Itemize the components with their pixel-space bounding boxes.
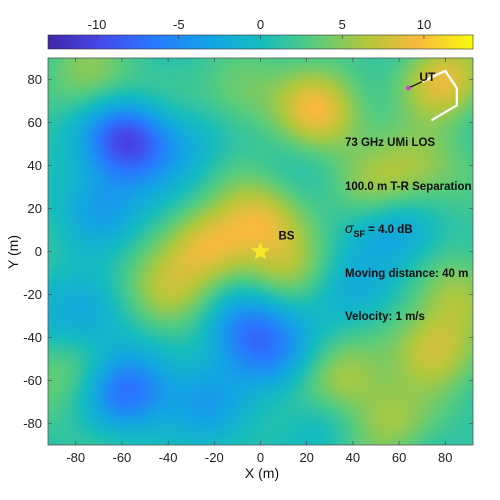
x-tick-label: -20 [205,450,224,465]
y-tick-label: 0 [35,244,42,259]
annotation-velocity: Velocity: 1 m/s [345,311,425,323]
ut-direction-arrow [408,81,423,89]
x-tick-label: 40 [346,450,360,465]
y-tick-label: -80 [23,416,42,431]
ut-marker [406,85,411,91]
colorbar-tick-label: 10 [417,17,431,32]
x-tick-label: 20 [299,450,313,465]
x-axis-label: X (m) [245,465,279,481]
sigma-subscript: SF [353,229,365,239]
colorbar-ticks: -10 -5 0 5 10 [88,17,431,39]
x-tick-label: 60 [392,450,406,465]
ut-trajectory [421,69,458,122]
y-tick-label: 80 [28,72,42,87]
x-tick-label: 80 [438,450,452,465]
x-axis-ticks: -80 -60 -40 -20 0 20 40 60 80 [66,58,453,465]
sigma-symbol: σ [345,220,354,236]
y-tick-label: 20 [28,201,42,216]
annotation-sigma: σSF = 4.0 dB [345,220,413,239]
y-axis-label: Y (m) [5,235,21,269]
bs-star-marker [251,241,270,260]
annotation-frequency: 73 GHz UMi LOS [345,137,435,149]
colorbar-tick-label: 5 [339,17,346,32]
colorbar-tick-label: -10 [88,17,107,32]
y-tick-label: -60 [23,373,42,388]
y-tick-label: -40 [23,330,42,345]
annotation-moving-distance: Moving distance: 40 m [345,268,468,280]
x-tick-label: 0 [257,450,264,465]
y-axis-ticks: 80 60 40 20 0 -20 -40 -60 -80 [23,72,473,431]
x-tick-label: -60 [113,450,132,465]
colorbar-tick-label: -5 [173,17,185,32]
annotations: 73 GHz UMi LOS 100.0 m T-R Separation σS… [345,137,472,323]
colorbar: -10 -5 0 5 10 [47,17,474,50]
x-tick-label: -80 [66,450,85,465]
y-tick-label: 60 [28,115,42,130]
ut-label: UT [419,70,436,84]
bs-label: BS [279,231,295,243]
annotation-separation: 100.0 m T-R Separation [345,181,472,193]
sigma-value: = 4.0 dB [365,224,413,236]
y-tick-label: 40 [28,158,42,173]
x-tick-label: -40 [159,450,178,465]
colorbar-tick-label: 0 [257,17,264,32]
y-tick-label: -20 [23,287,42,302]
